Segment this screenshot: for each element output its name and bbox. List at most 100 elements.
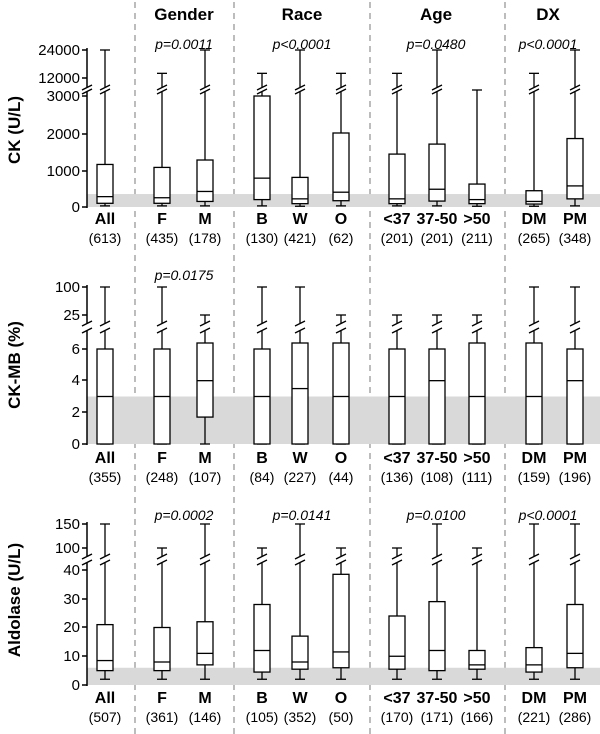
- sample-count-label: (178): [189, 230, 222, 246]
- whisker-break-mark: [294, 553, 306, 566]
- box-iqr: [96, 623, 114, 672]
- whisker-break-mark: [99, 320, 111, 334]
- box-iqr: [566, 348, 584, 445]
- y-tick-label: 0: [72, 436, 80, 453]
- whisker-break-mark: [199, 84, 211, 95]
- sample-count-label: (159): [518, 469, 551, 485]
- whisker-break-mark: [335, 553, 347, 566]
- whisker-break-mark: [528, 553, 540, 566]
- box-iqr: [525, 190, 543, 205]
- p-value-label: p=0.0100: [406, 507, 466, 523]
- box-iqr: [196, 621, 214, 666]
- y-tick-label: 4: [72, 372, 80, 389]
- category-label: <37: [383, 690, 410, 707]
- y-tick-label: 30: [63, 591, 80, 608]
- category-label: PM: [563, 450, 587, 467]
- y-tick-label: 2000: [47, 126, 80, 143]
- whisker-break-mark: [569, 553, 581, 566]
- category-label: All: [95, 450, 115, 467]
- sample-count-label: (107): [189, 469, 222, 485]
- y-tick-label: 100: [55, 279, 80, 296]
- box-iqr: [428, 143, 446, 202]
- y-tick-label: 25: [63, 307, 80, 324]
- sample-count-label: (227): [284, 469, 317, 485]
- sample-count-label: (352): [284, 709, 317, 725]
- y-tick-label: 2: [72, 404, 80, 421]
- sample-count-label: (170): [381, 709, 414, 725]
- box-iqr: [388, 615, 406, 670]
- sample-count-label: (50): [329, 709, 354, 725]
- sample-count-label: (196): [559, 469, 592, 485]
- p-value-label: p<0.0001: [272, 36, 332, 52]
- box-iqr: [253, 95, 271, 201]
- sample-count-label: (108): [421, 469, 454, 485]
- category-label: W: [292, 690, 308, 707]
- category-label: W: [292, 211, 308, 228]
- whisker-break-mark: [471, 553, 483, 566]
- y-tick-label: 20: [63, 619, 80, 636]
- category-label: F: [157, 690, 167, 707]
- header-dx: DX: [536, 5, 560, 24]
- box-iqr: [525, 646, 543, 673]
- sample-count-label: (201): [381, 230, 414, 246]
- whisker-break-mark: [391, 553, 403, 566]
- whisker-break-mark: [199, 553, 211, 566]
- whisker-break-mark: [256, 84, 268, 95]
- category-label: DM: [522, 211, 547, 228]
- whisker-break-mark: [294, 320, 306, 334]
- sample-count-label: (421): [284, 230, 317, 246]
- y-tick-label: 100: [55, 540, 80, 557]
- sample-count-label: (171): [421, 709, 454, 725]
- sample-count-label: (286): [559, 709, 592, 725]
- box-iqr: [253, 603, 271, 673]
- category-label: DM: [522, 690, 547, 707]
- category-label: 37-50: [417, 690, 458, 707]
- category-label: M: [198, 690, 211, 707]
- category-label: <37: [383, 450, 410, 467]
- normal-range-band: [87, 667, 600, 685]
- box-iqr: [291, 176, 309, 205]
- category-label: PM: [563, 690, 587, 707]
- sample-count-label: (265): [518, 230, 551, 246]
- category-label: O: [335, 450, 347, 467]
- group-dividers: [134, 2, 506, 734]
- box-iqr: [291, 635, 309, 670]
- category-label: F: [157, 211, 167, 228]
- sample-count-label: (44): [329, 469, 354, 485]
- whisker-break-mark: [199, 320, 211, 334]
- y-tick-label: 12000: [38, 70, 80, 87]
- p-value-label: p<0.0001: [518, 507, 578, 523]
- whisker-break-mark: [431, 553, 443, 566]
- y-axis-title: CK (U/L): [5, 96, 24, 164]
- sample-count-label: (613): [89, 230, 122, 246]
- box-iqr: [525, 342, 543, 445]
- whisker-break-mark: [431, 320, 443, 334]
- whisker-break-mark: [391, 320, 403, 334]
- header-gender: Gender: [154, 5, 214, 24]
- category-label: DM: [522, 450, 547, 467]
- y-tick-label: 10: [63, 648, 80, 665]
- whisker-break-mark: [569, 84, 581, 95]
- sample-count-label: (211): [461, 230, 493, 246]
- group-headers: Gender Race Age DX: [154, 5, 560, 24]
- box-iqr: [291, 342, 309, 445]
- whisker-break-mark: [391, 84, 403, 95]
- sample-count-label: (62): [329, 230, 354, 246]
- category-label: O: [335, 211, 347, 228]
- category-label: B: [256, 690, 268, 707]
- p-value-label: p=0.0480: [406, 36, 466, 52]
- box-iqr: [428, 348, 446, 445]
- category-label: All: [95, 690, 115, 707]
- box-iqr: [332, 132, 350, 202]
- sample-count-label: (105): [246, 709, 279, 725]
- whisker-break-mark: [256, 320, 268, 334]
- y-axis-break-mark: [81, 320, 93, 334]
- y-tick-label: 24000: [38, 42, 80, 59]
- whisker-break-mark: [569, 320, 581, 334]
- sample-count-label: (136): [381, 469, 414, 485]
- whisker-break-mark: [471, 320, 483, 334]
- p-value-label: p=0.0011: [154, 36, 213, 52]
- whisker-break-mark: [156, 320, 168, 334]
- sample-count-label: (130): [246, 230, 279, 246]
